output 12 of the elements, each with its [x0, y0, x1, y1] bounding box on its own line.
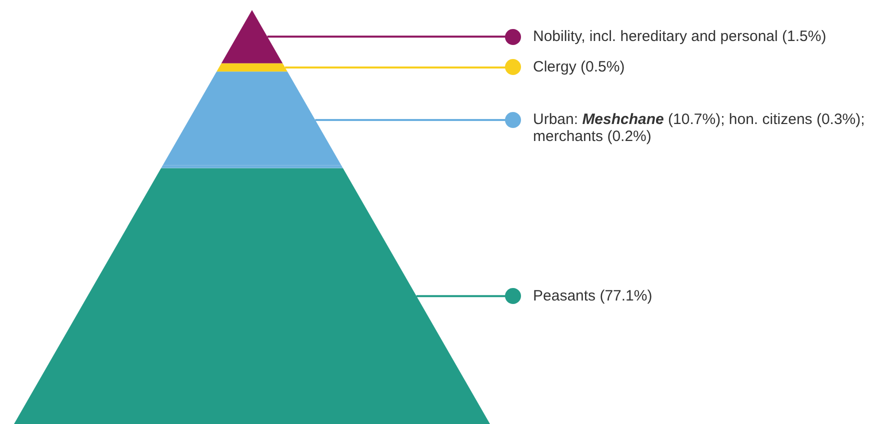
data-label: (1.5%)	[782, 28, 830, 45]
data-label: (0.5%)	[580, 58, 629, 76]
category-label: hon. citizens	[728, 111, 816, 128]
data-label: (0.3%);	[816, 111, 869, 128]
data-label: (77.1%)	[600, 287, 656, 304]
category-label: merchants	[533, 128, 608, 146]
category-label: Clergy	[533, 58, 581, 76]
data-label: (0.2%)	[607, 128, 656, 146]
data-label: (10.7%);	[668, 111, 729, 128]
category-label: Urban: Meshchane	[533, 111, 668, 128]
category-label: Nobility, incl. hereditary and personal	[533, 28, 782, 45]
category-label: Peasants	[533, 287, 600, 304]
